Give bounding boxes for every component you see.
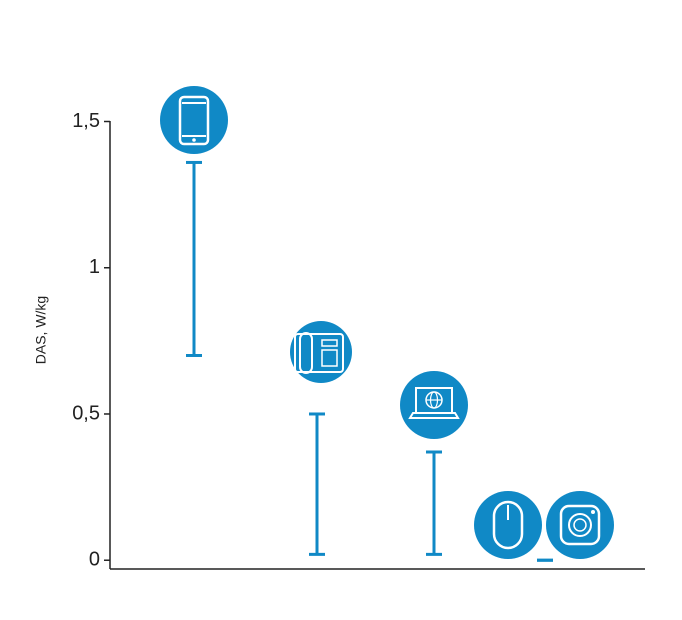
y-axis-label: DAS, W/kg: [33, 296, 49, 364]
y-tick-label: 0,5: [72, 402, 100, 424]
y-tick-label: 0: [89, 549, 100, 571]
laptop-icon: [400, 371, 468, 439]
y-tick-label: 1,5: [72, 110, 100, 132]
range-bar: [309, 412, 325, 556]
icons: [160, 86, 614, 559]
range-bar: [186, 160, 202, 357]
mouse-icon: [474, 491, 542, 559]
phone-icon: [160, 86, 228, 154]
y-tick-label: 1: [89, 256, 100, 278]
desk-phone-icon: [290, 321, 352, 383]
range-bar: [426, 450, 442, 556]
camera-icon: [546, 491, 614, 559]
